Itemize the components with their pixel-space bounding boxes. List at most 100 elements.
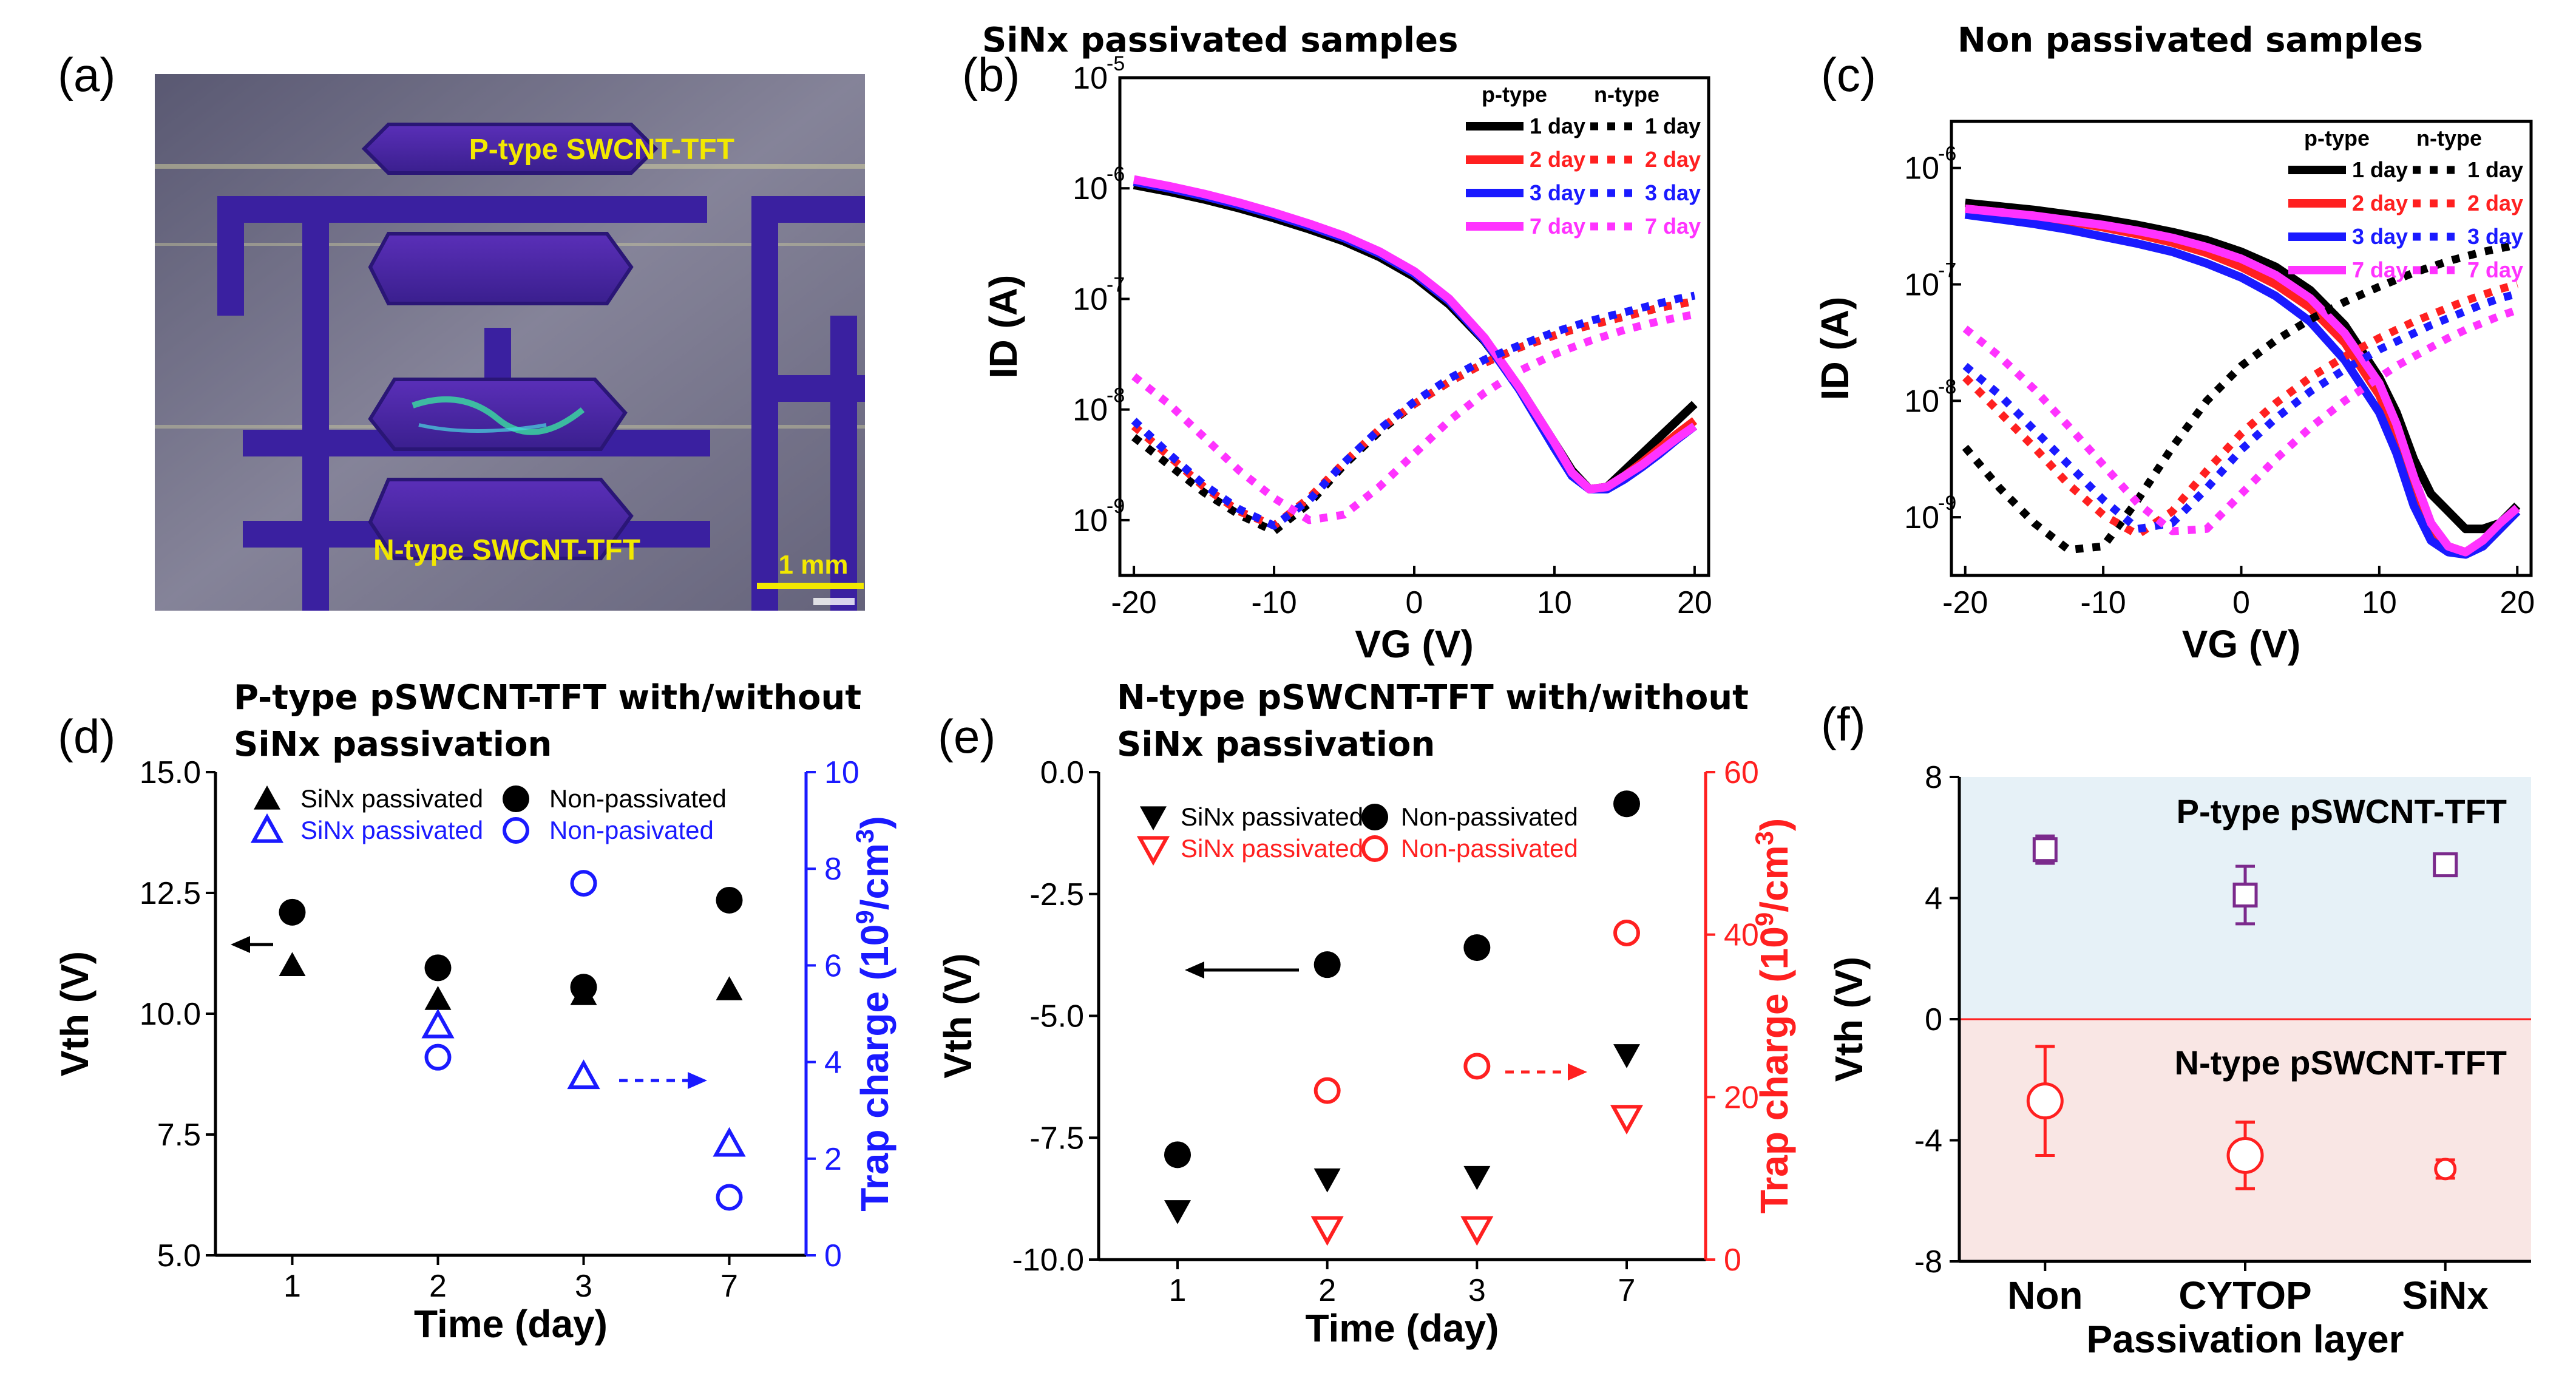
x-tick-label: 7 xyxy=(1618,1273,1636,1308)
panel-e: (e) N-type pSWCNT-TFT with/without SiNx … xyxy=(936,678,1796,1350)
legend-p-entry: 1 day xyxy=(1530,114,1585,138)
legend-label: Non-pasivated xyxy=(549,816,714,844)
y-axis-label: ID (A) xyxy=(981,275,1025,379)
legend-n-entry: 1 day xyxy=(2467,157,2523,182)
y-right-tick-label: 0 xyxy=(1724,1243,1741,1278)
legend-p-entry: 3 day xyxy=(1530,180,1585,205)
plot-frame xyxy=(1118,76,1710,577)
y-tick-label: 10 xyxy=(1073,393,1108,428)
legend-label: Non-passivated xyxy=(1401,802,1578,831)
legend-label: SiNx passivated xyxy=(300,816,483,844)
y-right-tick-label: 10 xyxy=(824,755,859,790)
legend-n-entry: 7 day xyxy=(2467,257,2523,282)
series-line-n-type-1-day xyxy=(1131,297,1696,535)
y-tick-exponent: -7 xyxy=(1938,259,1956,282)
y-left-tick-label: 7.5 xyxy=(157,1118,201,1153)
y-tick-label: 10 xyxy=(1073,61,1108,96)
device-photo: P-type SWCNT-TFT N-type SWCNT-TFT 1 mm xyxy=(155,74,865,611)
series-line-n-type-3-day xyxy=(1131,291,1696,530)
y-right-axis-label-part: /cm xyxy=(1752,845,1796,912)
data-point-open-triangle-down xyxy=(1310,1216,1344,1246)
legend-p-entry: 2 day xyxy=(1530,147,1585,172)
x-axis-label: VG (V) xyxy=(2182,622,2301,666)
p-region-label: P-type pSWCNT-TFT xyxy=(2177,792,2507,830)
data-point-open-square xyxy=(2433,852,2458,878)
x-tick-label: -10 xyxy=(1251,585,1296,620)
y-tick-exponent: -6 xyxy=(1107,163,1125,186)
y-right-axis-label-part: ) xyxy=(853,816,897,829)
y-left-tick-label: -2.5 xyxy=(1029,877,1084,912)
legend-marker xyxy=(1361,835,1388,862)
legend-label: Non-passivated xyxy=(1401,834,1578,863)
y-tick-exponent: -9 xyxy=(1938,492,1956,515)
y-left-tick-label: -5.0 xyxy=(1029,999,1084,1034)
data-point-open-triangle-up xyxy=(713,1127,746,1157)
x-tick-label: 10 xyxy=(1537,585,1572,620)
data-point-open-triangle-up xyxy=(567,1059,600,1090)
legend-n-entry: 7 day xyxy=(1645,214,1701,239)
x-tick-label: -20 xyxy=(1942,585,1988,620)
y-right-axis-label-part: /cm xyxy=(853,843,897,910)
data-point-filled-triangle-up xyxy=(424,986,452,1010)
y-left-tick-label: 0.0 xyxy=(1040,755,1084,790)
panel-d: (d) P-type pSWCNT-TFT with/without SiNx … xyxy=(53,678,897,1346)
y-tick-label: 10 xyxy=(1073,282,1108,317)
y-tick-exponent: -7 xyxy=(1107,273,1125,296)
x-axis-label: Passivation layer xyxy=(2087,1317,2404,1361)
legend-p-entry: 3 day xyxy=(2352,224,2408,249)
x-tick-label: 1 xyxy=(1169,1273,1187,1308)
data-point-filled-circle xyxy=(1463,934,1491,962)
panel-d-title-line1: P-type pSWCNT-TFT with/without xyxy=(234,678,861,717)
x-tick-label: SiNx xyxy=(2402,1274,2489,1317)
legend-p-entry: 7 day xyxy=(1530,214,1585,239)
legend-p-header: p-type xyxy=(2304,126,2370,151)
left-axis-arrowhead xyxy=(1185,962,1204,979)
y-right-axis-label-part: 9 xyxy=(1750,912,1778,926)
data-point-open-square xyxy=(2232,883,2258,908)
x-tick-label: 20 xyxy=(2500,585,2535,620)
series-group xyxy=(1131,175,1698,535)
data-point-open-circle xyxy=(1613,919,1640,946)
data-point-open-circle xyxy=(1313,1077,1341,1104)
data-point-open-circle xyxy=(716,1184,743,1211)
legend-marker xyxy=(1140,806,1167,830)
data-point-filled-circle xyxy=(1313,951,1341,979)
y-right-tick-label: 4 xyxy=(824,1045,842,1080)
scale-bar xyxy=(757,583,864,589)
y-left-tick-label: 10.0 xyxy=(140,997,201,1032)
data-point-open-circle xyxy=(424,1043,452,1071)
x-tick-label: 3 xyxy=(575,1269,592,1304)
y-right-axis-label-part: ) xyxy=(1752,818,1796,831)
scale-bar-label: 1 mm xyxy=(779,550,849,580)
series-line-n-type-2-day xyxy=(1131,297,1696,530)
y-axis-label: ID (A) xyxy=(1813,297,1857,401)
data-point-filled-triangle-down xyxy=(1313,1168,1341,1193)
x-axis-label: VG (V) xyxy=(1355,622,1474,666)
data-point-filled-circle xyxy=(716,886,743,914)
panel-c-title: Non passivated samples xyxy=(1957,21,2423,60)
y-tick-exponent: -8 xyxy=(1107,384,1125,407)
legend-p-entry: 1 day xyxy=(2352,157,2408,182)
y-tick-label: 10 xyxy=(1904,384,1939,419)
y-right-axis-label: Trap charge (109/cm3) xyxy=(1750,818,1796,1213)
y-tick-exponent: -6 xyxy=(1938,143,1956,166)
panel-b: (b) SiNx passivated samples -20 -10 0 10 20 1… xyxy=(962,21,1712,666)
panel-e-title-line2: SiNx passivation xyxy=(1117,725,1435,764)
legend-n-entry: 2 day xyxy=(2467,191,2523,215)
panel-d-title-line2: SiNx passivation xyxy=(234,725,552,764)
legend-label: SiNx passivated xyxy=(300,784,483,813)
x-tick-label: CYTOP xyxy=(2178,1274,2311,1317)
data-point-open-circle xyxy=(2026,1082,2064,1120)
data-point-filled-circle xyxy=(424,954,452,982)
x-axis-label: Time (day) xyxy=(414,1302,608,1346)
y-right-tick-label: 20 xyxy=(1724,1080,1759,1115)
series-line-p-type-7-day xyxy=(1964,204,2520,557)
panel-e-label: (e) xyxy=(938,710,995,763)
legend-label: SiNx passivated xyxy=(1181,802,1363,831)
y-right-tick-label: 40 xyxy=(1724,918,1759,953)
x-tick-label: -20 xyxy=(1111,585,1157,620)
series-group xyxy=(1962,198,2521,559)
y-tick-label: 10 xyxy=(1073,171,1108,206)
data-point-filled-circle xyxy=(1613,790,1640,818)
